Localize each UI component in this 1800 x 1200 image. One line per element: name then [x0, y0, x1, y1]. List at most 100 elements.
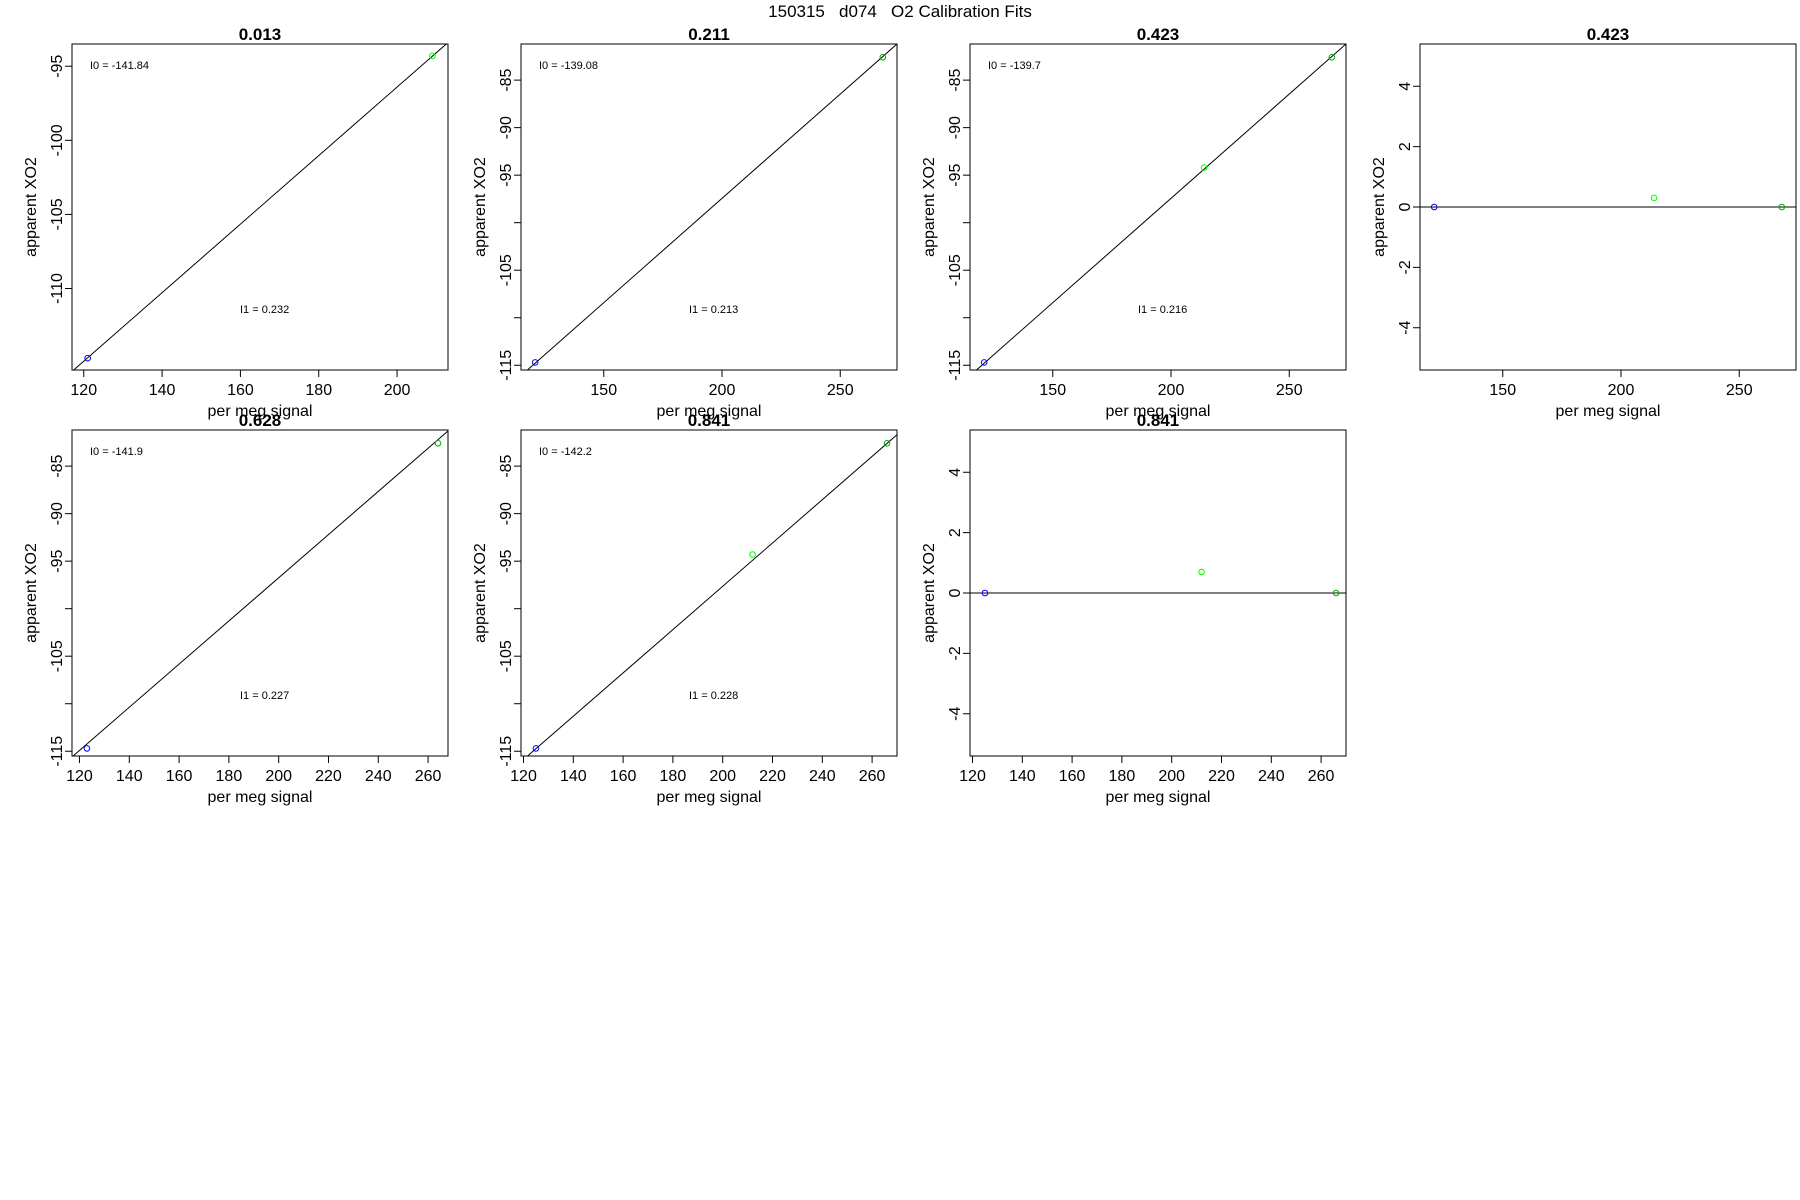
- panel-title: 0.628: [239, 411, 282, 430]
- x-tick-label: 150: [590, 382, 617, 399]
- x-tick-label: 200: [265, 768, 292, 785]
- slope-annotation: I1 = 0.227: [240, 690, 289, 702]
- x-tick-label: 180: [305, 382, 332, 399]
- y-tick-label: -95: [947, 163, 964, 186]
- y-tick-label: -90: [947, 116, 964, 139]
- x-axis-label: per meg signal: [208, 789, 313, 806]
- panel-title: 0.841: [688, 411, 731, 430]
- x-tick-label: 200: [1158, 768, 1185, 785]
- x-tick-label: 180: [1109, 768, 1136, 785]
- intercept-annotation: I0 = -142.2: [539, 446, 592, 458]
- x-axis-label: per meg signal: [1556, 403, 1661, 420]
- y-tick-label: 4: [947, 468, 964, 477]
- chart-svg: 0.211 150 200 250 per meg signal -115 -105 -95 -…: [472, 25, 898, 420]
- chart-panel-4: 0.423 150 200 250 per meg signal -4 -2 0 2 4 appar…: [1348, 4, 1797, 420]
- y-tick-label: -105: [49, 198, 66, 230]
- slope-annotation: I1 = 0.213: [689, 304, 738, 316]
- panel-title: 0.013: [239, 25, 282, 44]
- x-tick-label: 240: [1258, 768, 1285, 785]
- x-tick-label: 140: [149, 382, 176, 399]
- y-axis-label: apparent XO2: [23, 157, 40, 257]
- panel-title: 0.423: [1587, 25, 1630, 44]
- intercept-annotation: I0 = -141.9: [90, 446, 143, 458]
- data-point: [83, 745, 91, 752]
- x-tick-label: 160: [227, 382, 254, 399]
- x-tick-label: 250: [1276, 382, 1303, 399]
- x-tick-label: 120: [66, 768, 93, 785]
- y-tick-label: -4: [1397, 321, 1414, 335]
- y-axis-label: apparent XO2: [472, 157, 489, 257]
- x-tick-label: 120: [510, 768, 537, 785]
- y-tick-label: -100: [49, 124, 66, 156]
- y-axis-label: apparent XO2: [1371, 157, 1388, 257]
- chart-panel-2: 0.211 150 200 250 per meg signal -115 -105 -95 -…: [449, 4, 898, 420]
- x-tick-label: 150: [1489, 382, 1516, 399]
- y-tick-label: -85: [947, 68, 964, 91]
- fit-line: [72, 430, 448, 756]
- x-tick-label: 200: [384, 382, 411, 399]
- figure-title: 150315 d074 O2 Calibration Fits: [768, 2, 1032, 21]
- x-tick-label: 200: [1158, 382, 1185, 399]
- x-tick-label: 180: [216, 768, 243, 785]
- chart-panel-1: 0.013 120 140 160 180 200 per meg signal -110 -1…: [0, 4, 449, 420]
- y-tick-label: -85: [498, 454, 515, 477]
- y-tick-label: -115: [498, 350, 515, 381]
- y-axis-label: apparent XO2: [921, 157, 938, 257]
- chart-panel-7: 0.841 120 140 160 180 200 220 240 260 per meg sig…: [898, 390, 1347, 806]
- y-tick-label: 0: [1397, 202, 1414, 211]
- y-tick-label: -115: [498, 736, 515, 767]
- y-tick-label: -95: [49, 549, 66, 572]
- plot-frame: [520, 429, 898, 757]
- x-tick-label: 180: [660, 768, 687, 785]
- x-tick-label: 140: [116, 768, 143, 785]
- panel-title: 0.841: [1137, 411, 1180, 430]
- chart-panel-3: 0.423 150 200 250 per meg signal -115 -105 -95 -…: [898, 4, 1347, 420]
- data-point: [1328, 54, 1336, 61]
- y-tick-label: -4: [947, 707, 964, 721]
- y-tick-label: -95: [49, 55, 66, 78]
- x-tick-label: 260: [415, 768, 442, 785]
- data-point: [1198, 568, 1205, 576]
- intercept-annotation: I0 = -139.7: [988, 60, 1041, 72]
- x-tick-label: 250: [827, 382, 854, 399]
- x-tick-label: 160: [1059, 768, 1086, 785]
- x-tick-label: 160: [610, 768, 637, 785]
- x-tick-label: 160: [166, 768, 193, 785]
- y-tick-label: -110: [49, 273, 66, 304]
- chart-panel-6: 0.841 120 140 160 180 200 220 240 260 per meg sig…: [449, 390, 898, 806]
- y-tick-label: -115: [49, 736, 66, 767]
- chart-svg: 0.423 150 200 250 per meg signal -115 -105 -95 -…: [921, 25, 1347, 420]
- data-point: [84, 354, 91, 362]
- data-point: [1332, 589, 1340, 597]
- data-point: [1650, 194, 1658, 202]
- x-axis-label: per meg signal: [208, 403, 313, 420]
- x-tick-label: 120: [70, 382, 97, 399]
- intercept-annotation: I0 = -141.84: [90, 60, 149, 72]
- plot-frame: [71, 429, 449, 757]
- y-tick-label: -90: [49, 502, 66, 525]
- data-point: [980, 359, 988, 366]
- chart-panel-5: 0.628 120 140 160 180 200 220 240 260 per meg sig…: [0, 390, 449, 806]
- x-tick-label: 200: [709, 768, 736, 785]
- x-tick-label: 240: [809, 768, 836, 785]
- y-tick-label: -115: [947, 350, 964, 381]
- data-point: [1778, 203, 1786, 211]
- y-tick-label: -90: [498, 116, 515, 139]
- x-axis-label: per meg signal: [1106, 403, 1211, 420]
- panel-title: 0.211: [688, 25, 730, 44]
- x-tick-label: 140: [560, 768, 587, 785]
- chart-svg: 0.628 120 140 160 180 200 220 240 260 per meg sig…: [23, 411, 449, 806]
- panel-title: 0.423: [1137, 25, 1180, 44]
- y-tick-label: -105: [498, 640, 515, 672]
- x-tick-label: 140: [1009, 768, 1036, 785]
- data-point: [883, 440, 891, 447]
- data-point: [749, 551, 756, 558]
- chart-svg: 0.841 120 140 160 180 200 220 240 260 per meg sig…: [472, 411, 898, 806]
- x-tick-label: 260: [859, 768, 886, 785]
- x-tick-label: 120: [959, 768, 986, 785]
- x-tick-label: 220: [759, 768, 786, 785]
- x-axis-label: per meg signal: [657, 789, 762, 806]
- y-axis-label: apparent XO2: [921, 543, 938, 643]
- x-tick-label: 250: [1726, 382, 1753, 399]
